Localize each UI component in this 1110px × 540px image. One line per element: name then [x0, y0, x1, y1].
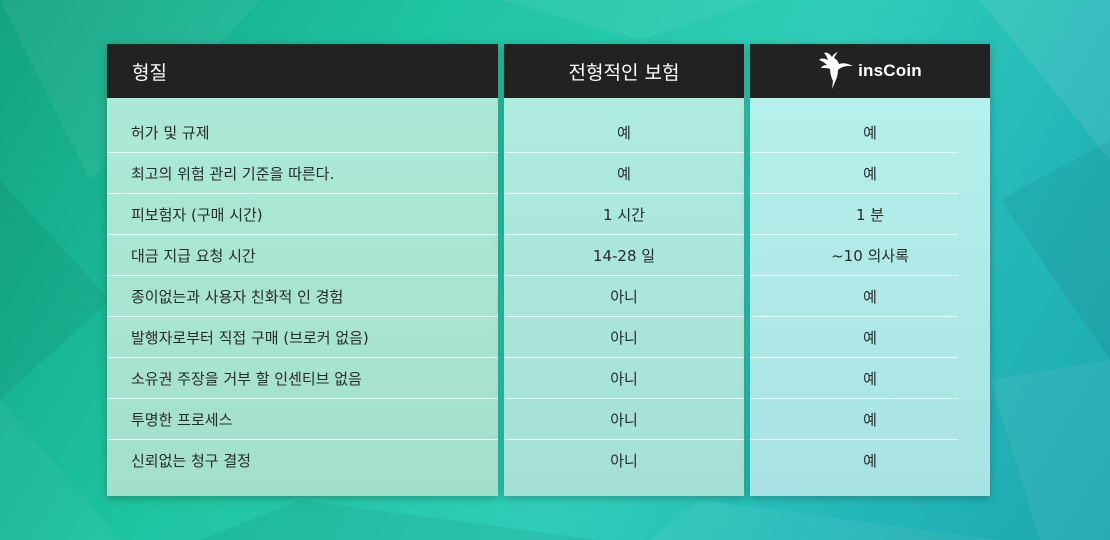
feature-row: 신뢰없는 청구 결정: [107, 440, 498, 481]
feature-label: 최고의 위험 관리 기준을 따른다.: [131, 164, 335, 183]
feature-row: 투명한 프로세스: [107, 399, 498, 440]
brand-logo: insCoin: [818, 51, 922, 91]
inscoin-value: 예: [863, 369, 877, 388]
traditional-value: 아니: [610, 452, 638, 470]
feature-label: 종이없는과 사용자 친화적 인 경험: [131, 287, 344, 306]
inscoin-value: 예: [863, 123, 877, 142]
traditional-cell: 아니: [504, 440, 744, 481]
traditional-cell: 예: [504, 153, 744, 194]
inscoin-cell: ~10 의사록: [750, 235, 958, 276]
traditional-cell: 1 시간: [504, 194, 744, 235]
inscoin-value: 예: [863, 164, 877, 183]
inscoin-cell: 예: [750, 112, 958, 153]
feature-label: 발행자로부터 직접 구매 (브로커 없음): [131, 328, 369, 347]
feature-label: 대금 지급 요청 시간: [131, 246, 256, 265]
inscoin-value: 예: [863, 410, 877, 429]
inscoin-value: 예: [863, 452, 877, 470]
traditional-cell: 아니: [504, 317, 744, 358]
feature-row: 종이없는과 사용자 친화적 인 경험: [107, 276, 498, 317]
feature-column-header: 형질: [107, 44, 498, 98]
feature-row: 피보험자 (구매 시간): [107, 194, 498, 235]
traditional-header-label: 전형적인 보험: [568, 61, 680, 84]
traditional-column-header: 전형적인 보험: [504, 44, 744, 98]
traditional-cell: 14-28 일: [504, 235, 744, 276]
traditional-value: 1 시간: [603, 205, 645, 224]
feature-list: 허가 및 규제 최고의 위험 관리 기준을 따른다. 피보험자 (구매 시간) …: [107, 98, 498, 481]
traditional-cell: 아니: [504, 276, 744, 317]
feature-label: 허가 및 규제: [131, 123, 210, 142]
inscoin-value: 1 분: [855, 205, 885, 224]
traditional-value: 아니: [610, 410, 638, 429]
feature-row: 최고의 위험 관리 기준을 따른다.: [107, 153, 498, 194]
traditional-column: 전형적인 보험 예 예 1 시간 14-28 일 아니 아니 아니 아니 아니: [504, 44, 744, 496]
traditional-list: 예 예 1 시간 14-28 일 아니 아니 아니 아니 아니: [504, 98, 744, 481]
feature-label: 소유권 주장을 거부 할 인센티브 없음: [131, 369, 362, 388]
feature-row: 허가 및 규제: [107, 112, 498, 153]
inscoin-column: insCoin 예 예 1 분 ~10 의사록 예 예 예 예 예: [750, 44, 990, 496]
feature-column: 형질 허가 및 규제 최고의 위험 관리 기준을 따른다. 피보험자 (구매 시…: [107, 44, 498, 496]
inscoin-value: 예: [863, 328, 877, 347]
inscoin-column-header: insCoin: [750, 44, 990, 98]
traditional-value: 아니: [610, 328, 638, 347]
inscoin-list: 예 예 1 분 ~10 의사록 예 예 예 예 예: [750, 98, 990, 481]
brand-name: insCoin: [858, 61, 922, 80]
traditional-cell: 예: [504, 112, 744, 153]
inscoin-cell: 예: [750, 440, 958, 481]
feature-label: 신뢰없는 청구 결정: [131, 452, 251, 470]
feature-row: 대금 지급 요청 시간: [107, 235, 498, 276]
inscoin-cell: 예: [750, 358, 958, 399]
traditional-cell: 아니: [504, 358, 744, 399]
feature-label: 투명한 프로세스: [131, 410, 233, 429]
inscoin-cell: 1 분: [750, 194, 958, 235]
feature-header-label: 형질: [132, 61, 167, 84]
feature-label: 피보험자 (구매 시간): [131, 205, 263, 224]
traditional-value: 예: [617, 164, 631, 183]
inscoin-cell: 예: [750, 317, 958, 358]
inscoin-value: 예: [863, 287, 877, 306]
traditional-value: 예: [617, 123, 631, 142]
traditional-value: 14-28 일: [592, 246, 656, 265]
hummingbird-icon: [819, 52, 854, 89]
inscoin-cell: 예: [750, 153, 958, 194]
traditional-cell: 아니: [504, 399, 744, 440]
inscoin-cell: 예: [750, 276, 958, 317]
feature-row: 소유권 주장을 거부 할 인센티브 없음: [107, 358, 498, 399]
inscoin-cell: 예: [750, 399, 958, 440]
traditional-value: 아니: [610, 287, 638, 306]
traditional-value: 아니: [610, 369, 638, 388]
feature-row: 발행자로부터 직접 구매 (브로커 없음): [107, 317, 498, 358]
inscoin-value: ~10 의사록: [831, 246, 909, 265]
